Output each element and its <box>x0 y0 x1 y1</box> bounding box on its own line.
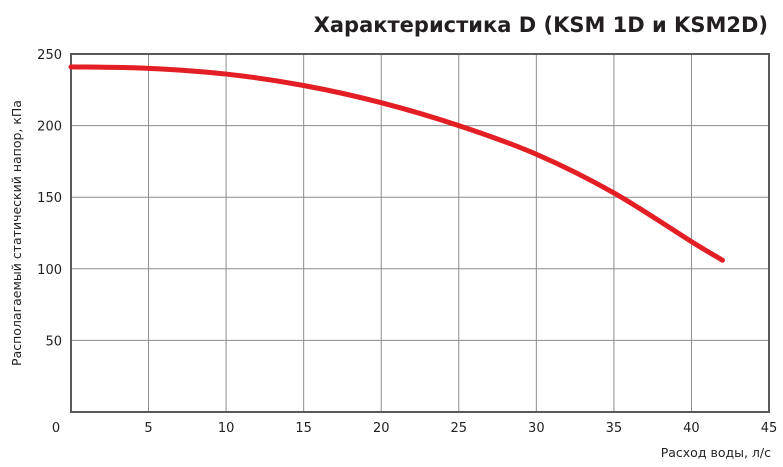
x-axis-label: Расход воды, л/с <box>661 445 771 460</box>
y-tick-label: 100 <box>37 263 62 278</box>
x-tick-label: 45 <box>761 421 778 436</box>
x-tick-label: 0 <box>52 421 60 436</box>
x-tick-label: 20 <box>373 421 390 436</box>
x-tick-label: 15 <box>295 421 312 436</box>
x-tick-label: 25 <box>451 421 468 436</box>
y-tick-label: 50 <box>45 334 62 349</box>
y-axis-label: Располагаемый статический напор, кПа <box>9 100 24 366</box>
y-tick-label: 250 <box>37 48 62 63</box>
series <box>68 64 725 263</box>
chart-title: Характеристика D (KSM 1D и KSM2D) <box>314 13 768 37</box>
y-tick-label: 150 <box>37 191 62 206</box>
grid <box>71 54 769 412</box>
x-tick-label: 10 <box>218 421 235 436</box>
x-tick-label: 35 <box>606 421 623 436</box>
x-tick-label: 40 <box>683 421 700 436</box>
x-tick-label: 30 <box>528 421 545 436</box>
y-tick-label: 200 <box>37 120 62 135</box>
plot-frame <box>70 53 770 413</box>
pressure-curve <box>68 64 725 263</box>
tick-labels: 0 5 10 15 20 25 30 35 40 45 50 100 150 200 250 <box>37 48 777 436</box>
x-tick-label: 5 <box>144 421 152 436</box>
